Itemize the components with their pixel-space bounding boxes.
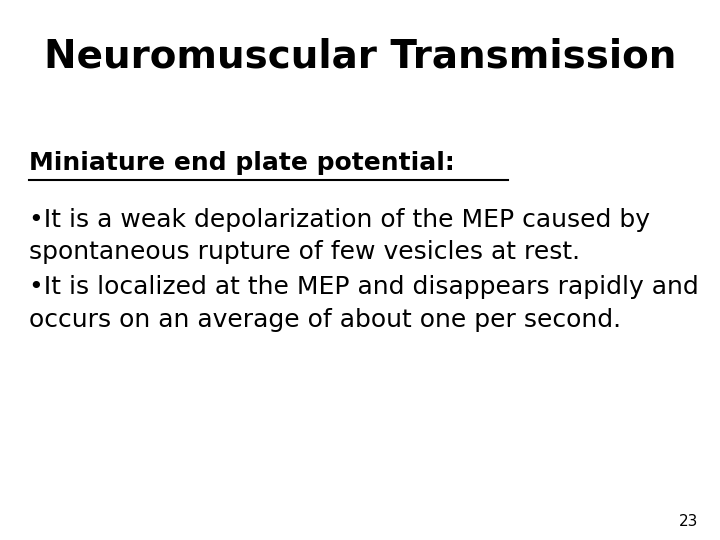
Text: spontaneous rupture of few vesicles at rest.: spontaneous rupture of few vesicles at r…	[29, 240, 580, 264]
Text: •It is a weak depolarization of the MEP caused by: •It is a weak depolarization of the MEP …	[29, 208, 649, 232]
Text: •It is localized at the MEP and disappears rapidly and: •It is localized at the MEP and disappea…	[29, 275, 698, 299]
Text: occurs on an average of about one per second.: occurs on an average of about one per se…	[29, 308, 621, 332]
Text: Miniature end plate potential:: Miniature end plate potential:	[29, 151, 454, 175]
Text: Neuromuscular Transmission: Neuromuscular Transmission	[44, 38, 676, 76]
Text: 23: 23	[679, 514, 698, 529]
